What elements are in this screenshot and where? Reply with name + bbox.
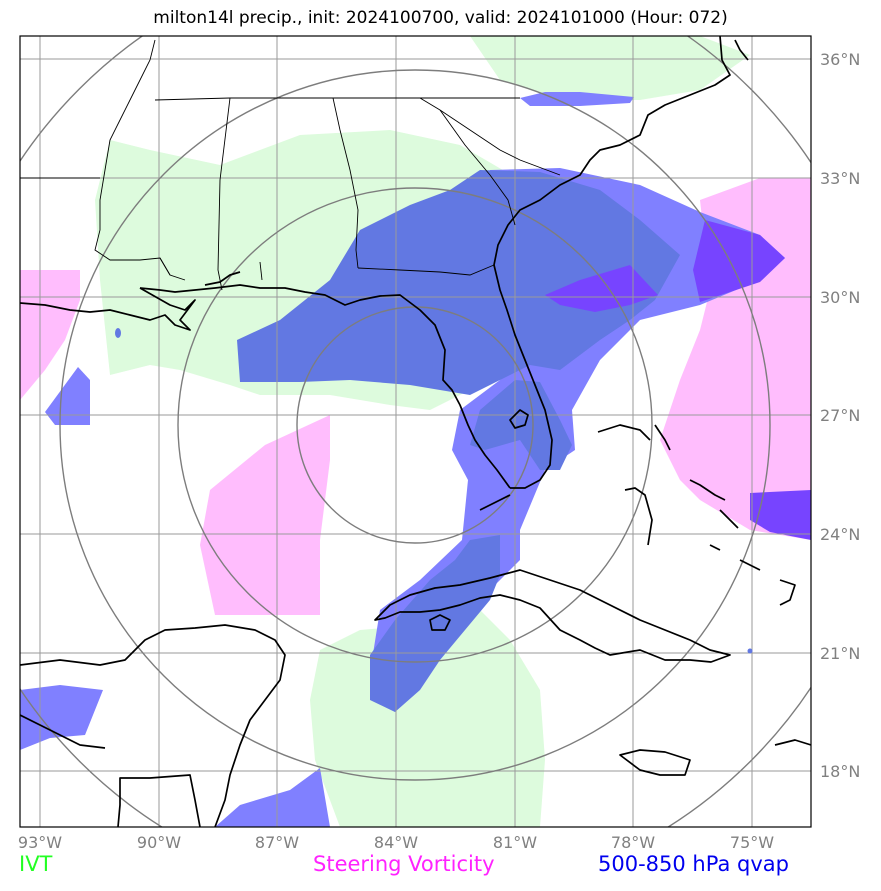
qvap-light-region <box>372 168 785 660</box>
graticule <box>20 36 811 827</box>
legend-ivt: IVT <box>19 852 53 876</box>
qvap-dark-region <box>693 220 785 302</box>
lon-label: 78°W <box>611 833 655 852</box>
lat-label: 21°N <box>820 644 860 663</box>
qvap-small-dots <box>115 328 753 654</box>
lon-label: 93°W <box>18 833 62 852</box>
qvap-dark-region <box>750 490 811 540</box>
qvap-dark-region <box>545 265 658 312</box>
qvap-light-region <box>215 768 330 827</box>
state-borders <box>20 39 561 291</box>
lon-label: 84°W <box>374 833 418 852</box>
range-ring-3 <box>59 69 771 781</box>
map-title: milton14l precip., init: 2024100700, val… <box>153 8 728 28</box>
qvap-light-region <box>20 685 103 750</box>
qvap-mid-region <box>237 170 680 395</box>
latitude-labels: 36°N 33°N 30°N 27°N 24°N 21°N 18°N <box>820 50 860 781</box>
lon-label: 75°W <box>730 833 774 852</box>
lon-label: 81°W <box>493 833 537 852</box>
qvap-mid-region <box>370 535 500 712</box>
lat-label: 24°N <box>820 525 860 544</box>
legend-steering-vorticity: Steering Vorticity <box>313 852 495 876</box>
lat-label: 18°N <box>820 762 860 781</box>
qvap-mid-region <box>470 380 572 470</box>
map-frame <box>19 35 812 828</box>
lon-label: 90°W <box>137 833 181 852</box>
coastlines <box>20 36 811 827</box>
legend-qvap: 500-850 hPa qvap <box>598 852 789 876</box>
lat-label: 27°N <box>820 406 860 425</box>
range-ring-2 <box>177 187 653 663</box>
qvap-field <box>20 92 811 827</box>
lat-label: 36°N <box>820 50 860 69</box>
lat-label: 33°N <box>820 169 860 188</box>
qvap-light-region <box>45 367 90 425</box>
lon-label: 87°W <box>255 833 299 852</box>
lat-label: 30°N <box>820 288 860 307</box>
longitude-labels: 93°W 90°W 87°W 84°W 81°W 78°W 75°W <box>18 833 774 852</box>
